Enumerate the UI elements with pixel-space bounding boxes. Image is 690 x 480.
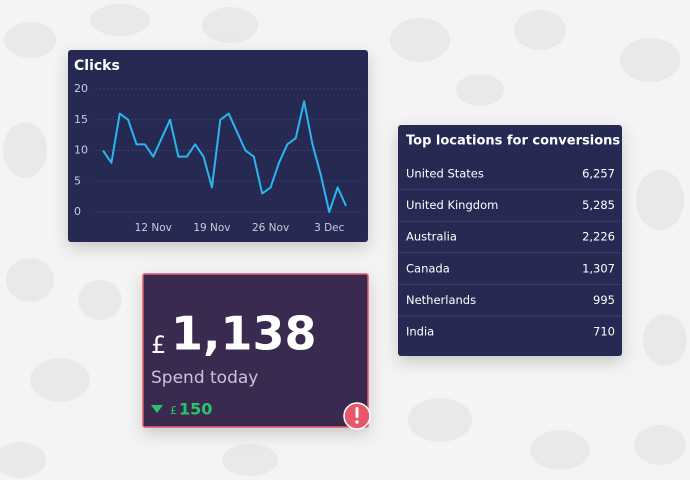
locations-table: United States 6,257 United Kingdom 5,285 Aus… <box>398 167 622 339</box>
y-tick-label: 5 <box>74 174 81 187</box>
spend-amount: 1,138 <box>171 307 317 361</box>
spend-label: Spend today <box>151 368 258 388</box>
location-name: India <box>406 325 434 339</box>
location-name: Canada <box>406 261 450 275</box>
location-name: Netherlands <box>406 293 476 307</box>
spend-card <box>142 273 369 428</box>
alert-bar <box>355 407 359 418</box>
locations-panel <box>398 125 622 356</box>
location-value: 1,307 <box>582 261 615 275</box>
y-tick-label: 15 <box>74 113 88 126</box>
x-tick-label: 26 Nov <box>252 222 289 234</box>
down-arrow <box>151 405 163 413</box>
y-tick-label: 10 <box>74 144 88 157</box>
x-tick-label: 19 Nov <box>193 222 230 234</box>
location-value: 2,226 <box>582 230 615 244</box>
alert-dot <box>355 420 359 424</box>
change-currency: £ <box>170 404 177 417</box>
chart: 0 5 10 15 20 12 Nov 19 Nov 26 Nov 3 Dec <box>74 82 362 234</box>
y-tick-label: 20 <box>74 82 88 95</box>
location-value: 710 <box>593 325 615 339</box>
y-tick-label: 0 <box>74 205 81 218</box>
location-name: Australia <box>406 230 457 244</box>
line-series <box>102 100 347 213</box>
x-tick-label: 12 Nov <box>135 222 172 234</box>
location-name: United Kingdom <box>406 198 498 212</box>
location-value: 5,285 <box>582 198 615 212</box>
location-value: 995 <box>593 293 615 307</box>
background-pattern <box>0 4 687 478</box>
spend-currency: £ <box>151 331 166 359</box>
location-value: 6,257 <box>582 167 615 181</box>
locations-title: Top locations for conversions <box>406 134 620 149</box>
x-tick-label: 3 Dec <box>314 222 345 234</box>
spend-change: 150 <box>179 400 212 419</box>
location-name: United States <box>406 167 484 181</box>
chart-title: Clicks <box>74 58 120 74</box>
